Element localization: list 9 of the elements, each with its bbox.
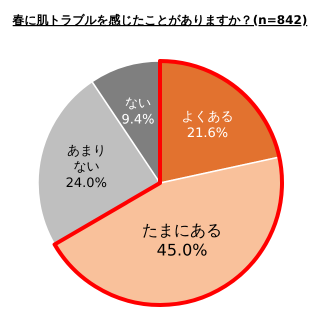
slice-label: たまにある — [142, 220, 222, 240]
slice-label: よくある — [181, 110, 234, 125]
slice-label: あまりない — [66, 143, 106, 175]
slice-label: ない — [124, 96, 151, 112]
data-label: 21.6% — [186, 126, 228, 141]
chart-title: 春に肌トラブルを感じたことがありますか？(n=842) — [12, 13, 308, 27]
data-label: 24.0% — [66, 176, 107, 191]
data-label: 45.0% — [156, 240, 208, 260]
data-label: 9.4% — [121, 112, 154, 128]
